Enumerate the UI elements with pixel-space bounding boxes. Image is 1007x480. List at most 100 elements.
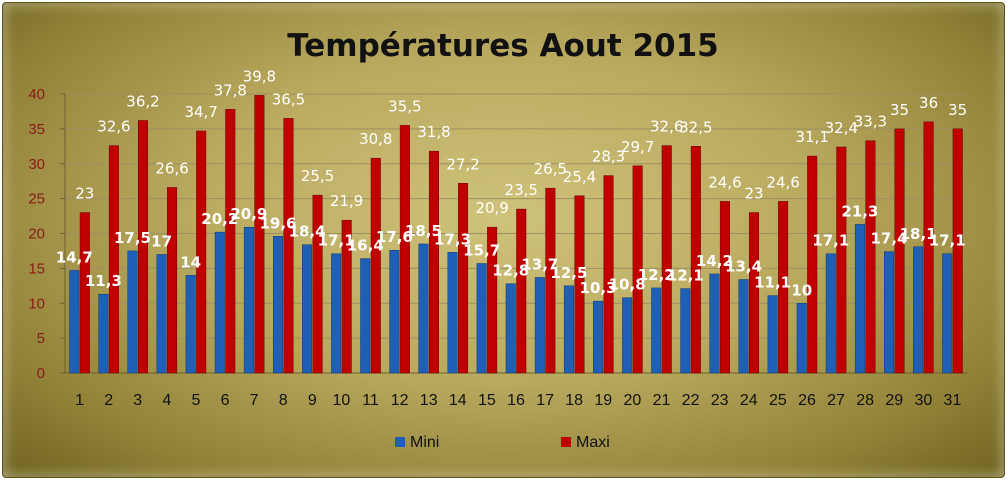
x-tick-label: 13 (420, 392, 438, 409)
x-tick-label: 5 (191, 392, 200, 409)
y-tick-label: 40 (28, 86, 45, 103)
x-tick-label: 16 (507, 392, 525, 409)
bar-mini (127, 250, 138, 374)
bar-maxi (923, 121, 934, 374)
x-tick-label: 18 (565, 392, 583, 409)
data-label-maxi: 20,9 (475, 199, 508, 217)
data-label-maxi: 33,3 (854, 113, 887, 131)
legend-label-mini: Mini (410, 434, 439, 451)
x-tick-label: 27 (827, 392, 845, 409)
x-tick-label: 14 (449, 392, 467, 409)
data-label-maxi: 23 (744, 185, 763, 203)
bar-maxi (574, 195, 585, 374)
bars (69, 95, 963, 374)
x-tick-label: 31 (944, 392, 962, 409)
bar-maxi (196, 130, 207, 374)
data-label-mini: 12,8 (492, 262, 529, 280)
x-tick-label: 25 (769, 392, 787, 409)
x-tick-label: 26 (798, 392, 816, 409)
data-label-mini: 18,5 (405, 222, 442, 240)
data-label-mini: 15,7 (463, 241, 500, 259)
bar-mini (651, 287, 662, 374)
data-label-maxi: 24,6 (708, 173, 741, 191)
bar-mini (418, 243, 429, 374)
data-label-mini: 17,1 (812, 232, 849, 250)
data-label-mini: 18,1 (900, 225, 937, 243)
x-tick-label: 2 (104, 392, 113, 409)
bar-maxi (778, 201, 789, 374)
data-label-maxi: 36,2 (126, 93, 159, 111)
data-label-maxi: 34,7 (184, 103, 217, 121)
y-tick-label: 25 (28, 191, 45, 208)
data-label-mini: 17,1 (929, 232, 966, 250)
data-label-maxi: 24,6 (766, 173, 799, 191)
x-tick-label: 7 (250, 392, 259, 409)
data-label-mini: 17,1 (318, 232, 355, 250)
bar-maxi (516, 208, 527, 374)
bar-maxi (632, 165, 643, 374)
data-label-maxi: 32,4 (825, 119, 858, 137)
data-label-maxi: 25,5 (301, 167, 334, 185)
bar-mini (680, 288, 691, 374)
data-label-maxi: 28,3 (592, 148, 625, 166)
x-tick-label: 29 (885, 392, 903, 409)
data-label-maxi: 29,7 (621, 138, 654, 156)
data-label-mini: 20,9 (230, 205, 267, 223)
legend-label-maxi: Maxi (576, 434, 610, 451)
bar-mini (913, 246, 924, 374)
bar-maxi (836, 146, 847, 374)
x-tick-label: 15 (478, 392, 496, 409)
legend-swatch-maxi (561, 437, 571, 447)
bar-mini (622, 297, 633, 374)
data-label-mini: 17,6 (376, 228, 413, 246)
bar-maxi (690, 146, 701, 374)
data-label-mini: 10 (791, 281, 812, 299)
y-tick-label: 5 (37, 330, 45, 347)
data-label-maxi: 23,5 (505, 181, 538, 199)
bar-mini (272, 236, 283, 374)
bar-mini (884, 251, 895, 374)
bar-mini (709, 273, 720, 374)
bar-mini (825, 253, 836, 374)
bar-mini (593, 300, 604, 374)
data-label-mini: 12,5 (550, 264, 587, 282)
data-label-maxi: 32,6 (650, 118, 683, 136)
x-tick-label: 11 (362, 392, 379, 409)
y-tick-label: 0 (37, 365, 45, 382)
bar-mini (534, 277, 545, 374)
data-label-maxi: 21,9 (330, 192, 363, 210)
data-label-maxi: 27,2 (446, 155, 479, 173)
legend: Mini Maxi (395, 434, 610, 451)
bar-maxi (807, 155, 818, 374)
x-tick-label: 10 (333, 392, 351, 409)
x-tick-label: 12 (391, 392, 409, 409)
bar-mini (447, 252, 458, 374)
bar-mini (389, 249, 400, 374)
data-label-mini: 21,3 (841, 202, 878, 220)
data-label-maxi: 32,5 (679, 118, 712, 136)
bar-maxi (865, 140, 876, 374)
data-label-maxi: 35,5 (388, 97, 421, 115)
x-tick-label: 24 (740, 392, 758, 409)
data-label-mini: 19,6 (259, 214, 296, 232)
data-label-mini: 10,8 (609, 276, 646, 294)
bar-mini (505, 283, 516, 374)
y-tick-label: 15 (28, 260, 45, 277)
bar-mini (767, 295, 778, 374)
data-labels: 23 14,7 32,6 11,3 36,2 17,5 26,6 17 34,7 14 37,8 20… (56, 67, 967, 299)
data-label-mini: 17 (151, 232, 172, 250)
data-label-maxi: 26,5 (534, 160, 567, 178)
data-label-mini: 11,1 (754, 274, 791, 292)
data-label-mini: 18,4 (289, 223, 326, 241)
data-label-maxi: 23 (75, 185, 94, 203)
bar-maxi (167, 187, 178, 374)
bar-mini (214, 231, 225, 374)
data-label-maxi: 39,8 (243, 67, 276, 85)
bar-mini (942, 253, 953, 374)
chart-title: Températures Aout 2015 (287, 28, 718, 64)
x-tick-label: 19 (594, 392, 612, 409)
x-tick-label: 21 (653, 392, 671, 409)
data-label-mini: 14 (180, 253, 201, 271)
